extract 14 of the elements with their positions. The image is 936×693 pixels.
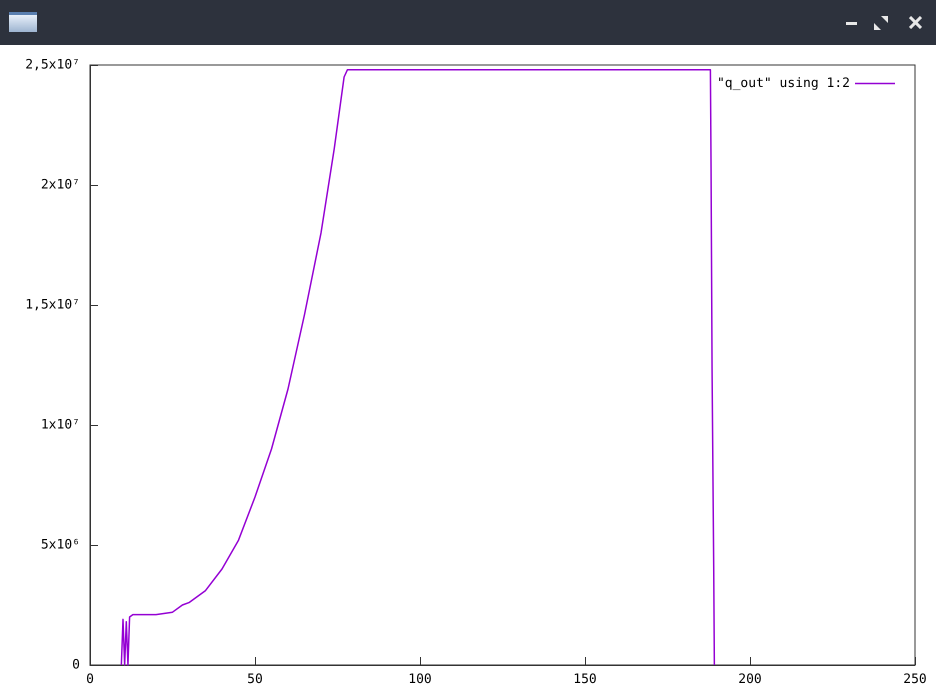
- x-tick-label: 0: [86, 672, 94, 687]
- y-tick-label: 0: [72, 658, 80, 672]
- y-tick-label: 1x10⁷: [40, 418, 80, 432]
- x-tick-label: 200: [738, 672, 762, 687]
- x-tick-label: 50: [247, 672, 263, 687]
- y-tick-label: 2x10⁷: [40, 178, 80, 192]
- y-tick-label: 5x10⁶: [40, 538, 80, 552]
- legend-label: "q_out" using 1:2: [716, 76, 850, 91]
- line-series: [120, 69, 716, 666]
- y-tick-label: 2,5x10⁷: [25, 58, 80, 72]
- y-tick-label: 1,5x10⁷: [25, 298, 80, 312]
- x-tick-label: 250: [903, 672, 927, 687]
- x-tick-label: 150: [573, 672, 597, 687]
- x-tick-label: 100: [408, 672, 432, 687]
